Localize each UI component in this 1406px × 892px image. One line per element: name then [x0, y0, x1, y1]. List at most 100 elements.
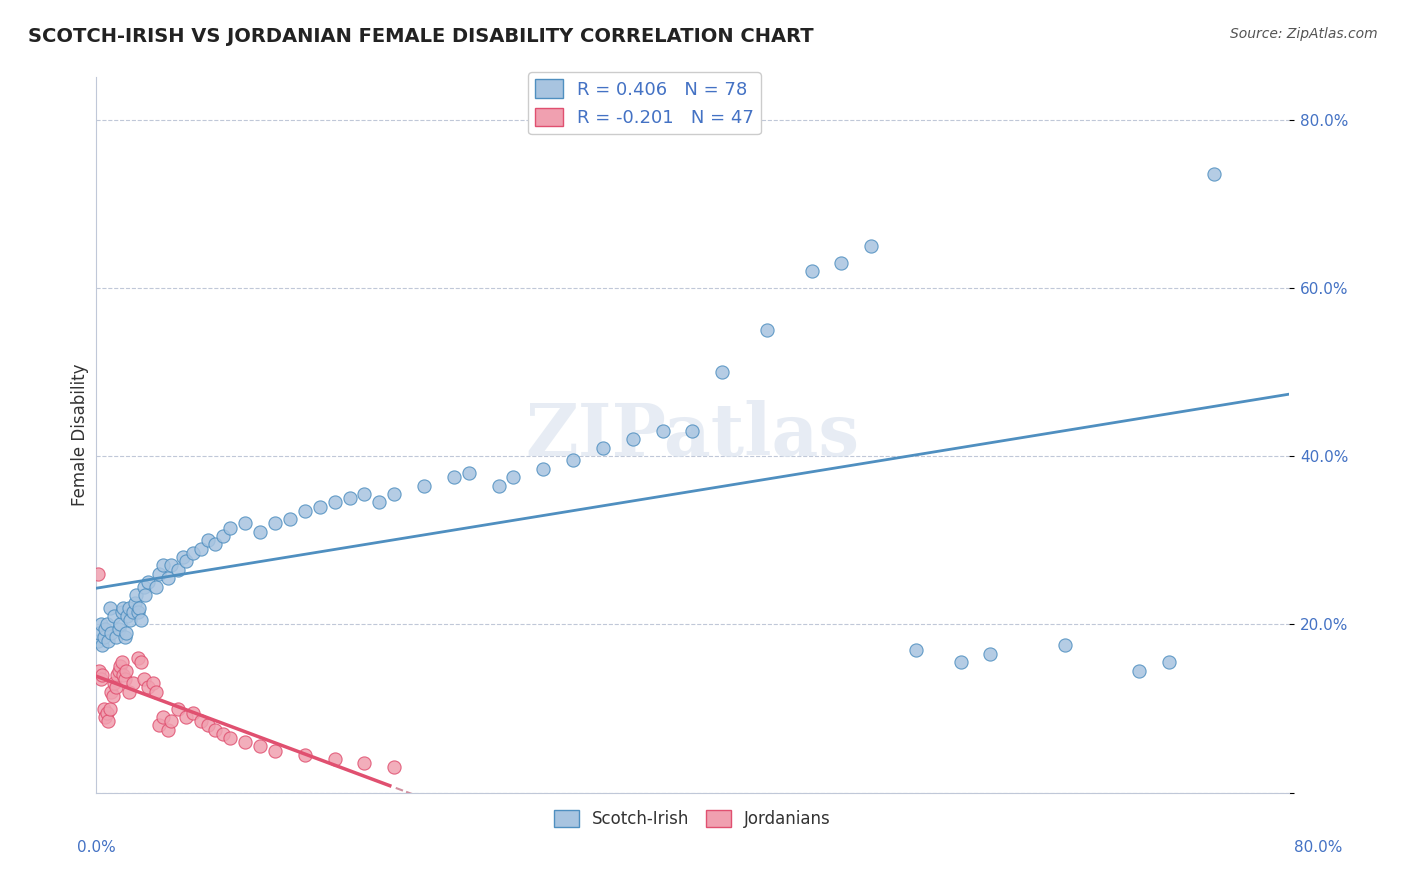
Point — [159, 558, 181, 573]
Point — [651, 424, 673, 438]
Point — [122, 676, 145, 690]
Point — [323, 495, 346, 509]
Point — [145, 684, 167, 698]
Point — [138, 575, 160, 590]
Point — [107, 622, 129, 636]
Point — [103, 676, 125, 690]
Point — [103, 609, 125, 624]
Point — [353, 756, 375, 771]
Point — [167, 563, 190, 577]
Point — [233, 735, 256, 749]
Text: Source: ZipAtlas.com: Source: ZipAtlas.com — [1230, 27, 1378, 41]
Point — [101, 689, 124, 703]
Point — [118, 684, 141, 698]
Point — [755, 323, 778, 337]
Point — [1159, 655, 1181, 669]
Point — [212, 727, 235, 741]
Point — [94, 710, 117, 724]
Point — [105, 668, 128, 682]
Point — [197, 718, 219, 732]
Point — [1128, 664, 1150, 678]
Point — [368, 495, 391, 509]
Point — [294, 504, 316, 518]
Point — [90, 672, 112, 686]
Point — [114, 672, 136, 686]
Point — [100, 684, 122, 698]
Point — [115, 664, 138, 678]
Point — [97, 714, 120, 728]
Point — [129, 655, 152, 669]
Point — [125, 588, 148, 602]
Point — [621, 432, 644, 446]
Point — [681, 424, 703, 438]
Point — [90, 617, 112, 632]
Point — [132, 672, 155, 686]
Point — [249, 739, 271, 754]
Point — [323, 752, 346, 766]
Point — [89, 625, 111, 640]
Point — [129, 613, 152, 627]
Point — [148, 718, 170, 732]
Point — [152, 558, 174, 573]
Point — [1202, 167, 1225, 181]
Point — [128, 600, 150, 615]
Point — [94, 622, 117, 636]
Point — [118, 600, 141, 615]
Point — [413, 478, 436, 492]
Point — [531, 461, 554, 475]
Point — [172, 550, 194, 565]
Point — [124, 596, 146, 610]
Point — [96, 706, 118, 720]
Point — [152, 710, 174, 724]
Point — [219, 520, 242, 534]
Point — [97, 634, 120, 648]
Point — [108, 659, 131, 673]
Point — [86, 566, 108, 581]
Point — [904, 642, 927, 657]
Point — [138, 681, 160, 695]
Point — [212, 529, 235, 543]
Point — [132, 580, 155, 594]
Point — [979, 647, 1001, 661]
Point — [502, 470, 524, 484]
Point — [115, 625, 138, 640]
Point — [145, 580, 167, 594]
Point — [278, 512, 301, 526]
Point — [114, 630, 136, 644]
Point — [110, 655, 132, 669]
Point — [264, 743, 287, 757]
Point — [93, 630, 115, 644]
Point — [122, 605, 145, 619]
Point — [89, 664, 111, 678]
Point — [127, 651, 149, 665]
Point — [204, 537, 226, 551]
Point — [592, 441, 614, 455]
Point — [100, 625, 122, 640]
Point — [443, 470, 465, 484]
Point — [142, 676, 165, 690]
Point — [800, 264, 823, 278]
Point — [98, 600, 121, 615]
Point — [86, 634, 108, 648]
Text: ZIPatlas: ZIPatlas — [526, 400, 859, 471]
Point — [488, 478, 510, 492]
Point — [457, 466, 479, 480]
Text: SCOTCH-IRISH VS JORDANIAN FEMALE DISABILITY CORRELATION CHART: SCOTCH-IRISH VS JORDANIAN FEMALE DISABIL… — [28, 27, 814, 45]
Point — [91, 639, 114, 653]
Point — [830, 255, 852, 269]
Point — [308, 500, 330, 514]
Point — [190, 714, 212, 728]
Point — [174, 710, 197, 724]
Point — [120, 613, 142, 627]
Point — [159, 714, 181, 728]
Point — [148, 566, 170, 581]
Point — [91, 668, 114, 682]
Point — [264, 516, 287, 531]
Point — [117, 609, 139, 624]
Point — [197, 533, 219, 548]
Point — [127, 605, 149, 619]
Point — [339, 491, 361, 505]
Point — [156, 571, 179, 585]
Text: 0.0%: 0.0% — [77, 840, 117, 855]
Point — [949, 655, 972, 669]
